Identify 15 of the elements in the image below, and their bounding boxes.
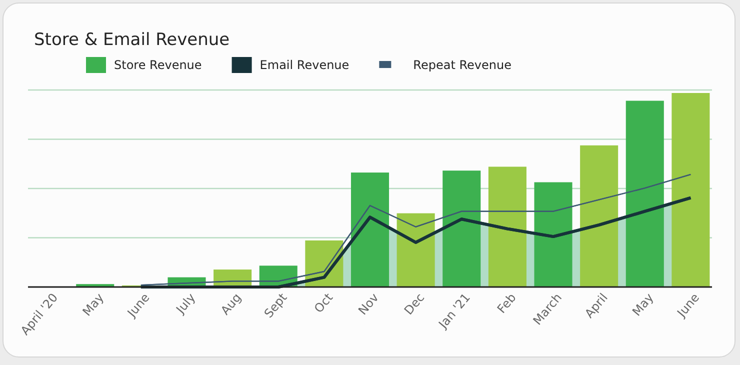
legend-label: Store Revenue (114, 58, 202, 72)
bar (488, 166, 526, 287)
legend-label: Repeat Revenue (413, 58, 512, 72)
bar (534, 182, 572, 287)
bar (396, 213, 435, 287)
bar (626, 100, 664, 287)
chart-title: Store & Email Revenue (34, 30, 230, 50)
x-tick-label: Jan '21 (435, 290, 473, 332)
x-tick-label: Oct (311, 290, 336, 316)
legend-label: Email Revenue (260, 58, 350, 72)
bar (672, 93, 710, 287)
bar (442, 170, 481, 287)
x-tick-label: Feb (494, 290, 519, 316)
bar (350, 172, 390, 287)
bar (580, 145, 618, 287)
